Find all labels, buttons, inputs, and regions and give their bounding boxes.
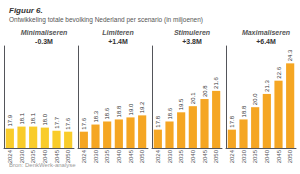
svg-text:18.8: 18.8: [116, 105, 122, 117]
svg-text:Stimuleren: Stimuleren: [174, 29, 210, 36]
svg-text:17.7: 17.7: [54, 116, 60, 128]
svg-text:Ontwikkeling totale bevolking: Ontwikkeling totale bevolking Nederland …: [9, 16, 203, 24]
svg-text:2045: 2045: [276, 149, 282, 163]
svg-text:Bron: DenkWerk-analyse: Bron: DenkWerk-analyse: [9, 162, 76, 168]
svg-text:2024: 2024: [81, 149, 87, 163]
svg-text:18.0: 18.0: [42, 113, 48, 125]
svg-text:2045: 2045: [128, 149, 134, 163]
svg-text:20.0: 20.0: [252, 93, 258, 105]
svg-text:2024: 2024: [155, 149, 161, 163]
svg-text:24.3: 24.3: [287, 49, 293, 61]
svg-text:+6.4M: +6.4M: [256, 38, 276, 45]
svg-text:2040: 2040: [116, 149, 122, 163]
svg-text:2045: 2045: [53, 150, 60, 164]
svg-text:20.8: 20.8: [202, 85, 208, 97]
svg-text:2030: 2030: [18, 150, 25, 164]
svg-text:Maximaliseren: Maximaliseren: [242, 29, 290, 36]
svg-text:2050: 2050: [65, 150, 72, 164]
svg-text:+3.8M: +3.8M: [182, 38, 202, 45]
svg-text:18.8: 18.8: [241, 105, 247, 117]
svg-text:2035: 2035: [178, 149, 184, 163]
svg-text:18.6: 18.6: [167, 107, 173, 119]
svg-text:2040: 2040: [41, 150, 48, 164]
svg-text:19.2: 19.2: [139, 101, 145, 113]
svg-text:2030: 2030: [167, 149, 173, 163]
svg-text:21.6: 21.6: [213, 77, 219, 89]
svg-text:2035: 2035: [104, 149, 110, 163]
svg-text:17.8: 17.8: [229, 115, 235, 127]
svg-text:22.6: 22.6: [276, 66, 282, 78]
svg-text:17.6: 17.6: [81, 117, 87, 129]
svg-text:17.8: 17.8: [155, 115, 161, 127]
svg-text:2050: 2050: [287, 149, 293, 163]
svg-text:2045: 2045: [202, 149, 208, 163]
svg-text:Minimaliseren: Minimaliseren: [21, 29, 68, 36]
svg-text:18.1: 18.1: [30, 112, 36, 124]
svg-text:2024: 2024: [229, 149, 235, 163]
svg-text:18.6: 18.6: [104, 107, 110, 119]
svg-text:17.9: 17.9: [7, 114, 13, 126]
svg-text:-0.3M: -0.3M: [35, 38, 53, 45]
svg-text:18.1: 18.1: [19, 112, 25, 124]
svg-text:19.0: 19.0: [128, 103, 134, 115]
svg-text:2030: 2030: [93, 149, 99, 163]
svg-text:18.3: 18.3: [93, 110, 99, 122]
svg-text:19.5: 19.5: [178, 98, 184, 110]
svg-text:2030: 2030: [241, 149, 247, 163]
svg-text:Limiteren: Limiteren: [102, 29, 134, 36]
svg-text:2035: 2035: [252, 149, 258, 163]
svg-text:2035: 2035: [30, 150, 37, 164]
svg-text:2040: 2040: [264, 149, 270, 163]
svg-text:21.3: 21.3: [264, 80, 270, 92]
svg-text:2050: 2050: [213, 149, 219, 163]
svg-text:+1.4M: +1.4M: [108, 38, 128, 45]
svg-text:17.6: 17.6: [65, 117, 71, 129]
svg-text:2040: 2040: [190, 149, 196, 163]
svg-text:2050: 2050: [139, 149, 145, 163]
svg-text:2024: 2024: [6, 150, 13, 164]
svg-text:Figuur 6.: Figuur 6.: [9, 6, 43, 15]
svg-text:20.1: 20.1: [190, 92, 196, 104]
